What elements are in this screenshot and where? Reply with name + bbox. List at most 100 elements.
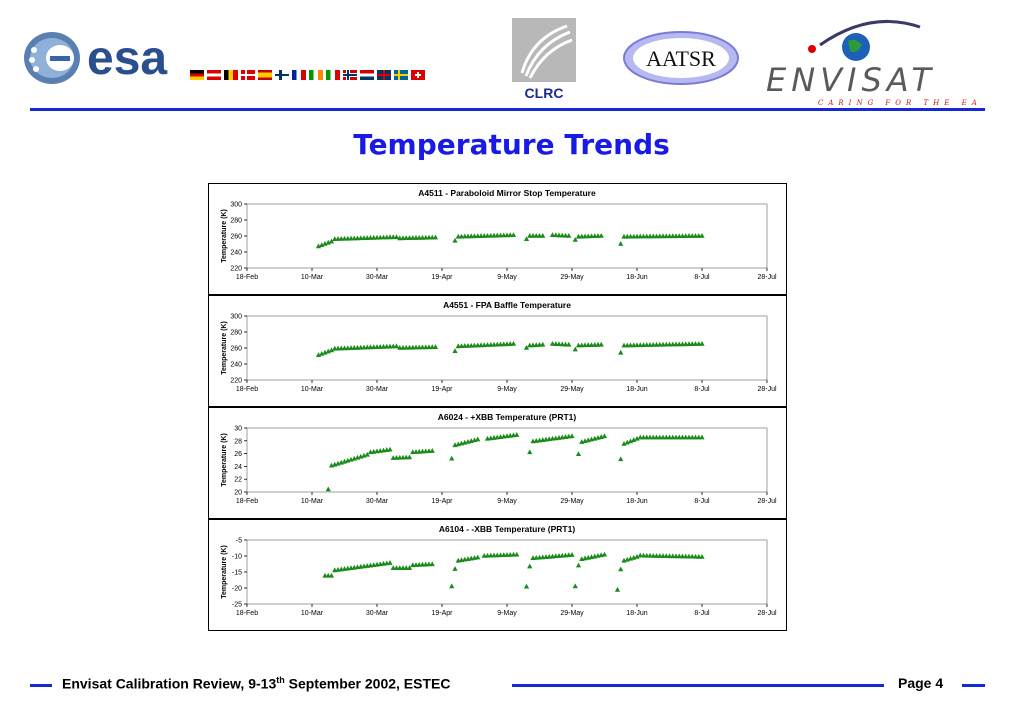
data-point [556, 232, 562, 238]
x-tick-label: 10-Mar [301, 274, 324, 281]
data-point [660, 434, 666, 440]
data-point [637, 434, 643, 440]
y-axis-label: Temperature (K) [221, 321, 228, 375]
x-tick-label: 29-May [560, 274, 584, 281]
x-tick-label: 19-Apr [431, 610, 453, 617]
data-point [569, 552, 575, 557]
data-point [598, 341, 604, 347]
data-point [640, 434, 647, 440]
chart-a6024: A6024 - +XBB Temperature (PRT1) 20 22 24 26 2… [221, 412, 777, 505]
data-point [663, 434, 669, 440]
data-point [533, 233, 539, 238]
data-point [449, 455, 455, 461]
esa-wordmark: esa [87, 32, 167, 85]
data-point [653, 434, 660, 440]
chart-title: A4511 - Paraboloid Mirror Stop Temperatu… [418, 188, 596, 198]
data-point [400, 565, 406, 570]
data-point [429, 561, 435, 567]
header-divider [30, 108, 985, 111]
aatsr-wordmark: AATSR [646, 46, 716, 71]
data-point [475, 436, 481, 442]
data-point [676, 553, 682, 559]
data-point [393, 565, 400, 570]
data-point [328, 572, 335, 578]
flag-ie-icon [309, 70, 323, 80]
y-tick-label: 300 [230, 314, 242, 321]
data-point [514, 432, 520, 437]
data-point [325, 572, 331, 578]
data-point [640, 552, 647, 558]
flag-at-icon [207, 70, 221, 80]
data-point [387, 560, 393, 565]
data-point [647, 434, 653, 440]
y-tick-label: -10 [232, 554, 242, 561]
data-point [549, 341, 556, 346]
data-point [683, 553, 689, 559]
data-point [553, 341, 559, 346]
esa-logo: esa [24, 32, 167, 85]
data-point [432, 344, 439, 349]
flag-ch-icon [411, 70, 425, 80]
clrc-wordmark: CLRC [525, 85, 564, 100]
data-point [403, 565, 409, 570]
data-point [364, 451, 370, 457]
data-point [475, 554, 481, 560]
data-point [666, 553, 673, 559]
x-tick-label: 8-Jul [694, 386, 710, 393]
y-tick-label: 26 [234, 451, 242, 458]
data-point [572, 583, 578, 589]
y-tick-label: 220 [230, 378, 242, 385]
data-point [452, 566, 458, 571]
flag-se-icon [394, 70, 408, 80]
x-tick-label: 8-Jul [694, 274, 710, 281]
data-point [452, 237, 458, 243]
y-tick-label: 260 [230, 234, 242, 241]
data-point [673, 553, 679, 559]
data-point [325, 486, 331, 492]
chart-a4551: A4551 - FPA Baffle Temperature 220 240 260 2… [221, 300, 777, 393]
data-point [644, 552, 650, 558]
data-point [679, 434, 686, 440]
data-point [572, 346, 578, 352]
data-point [650, 434, 656, 440]
data-point [696, 434, 702, 440]
x-tick-label: 29-May [560, 386, 584, 393]
x-tick-label: 18-Jun [626, 610, 648, 617]
chart-title: A6104 - -XBB Temperature (PRT1) [439, 524, 576, 534]
data-point [452, 348, 458, 353]
data-point [325, 348, 331, 354]
footer-text-sup: th [276, 675, 285, 685]
member-state-flags [190, 70, 425, 80]
aatsr-logo: AATSR [623, 31, 739, 85]
data-point [618, 456, 624, 462]
header: esa CLRC AATSR ENVISAT CARING FOR THE [0, 0, 1023, 112]
data-point [673, 434, 679, 440]
data-point [670, 434, 676, 440]
data-point [699, 553, 705, 559]
data-point [663, 553, 669, 559]
x-tick-label: 9-May [497, 610, 517, 617]
data-point [562, 341, 569, 347]
data-point [406, 454, 413, 460]
footer-text: Envisat Calibration Review, 9-13th Septe… [62, 675, 450, 692]
y-tick-label: 280 [230, 330, 242, 337]
y-axis-label: Temperature (K) [221, 433, 228, 487]
x-tick-label: 10-Mar [301, 498, 324, 505]
data-point [647, 552, 653, 558]
x-tick-label: 30-Mar [366, 274, 389, 281]
chart-title: A4551 - FPA Baffle Temperature [443, 300, 571, 310]
data-point [692, 434, 699, 440]
data-point [575, 451, 582, 457]
y-tick-label: 22 [234, 477, 242, 484]
data-point [328, 347, 335, 353]
chart-panel-a4511: A4511 - Paraboloid Mirror Stop Temperatu… [208, 183, 787, 295]
y-tick-label: 300 [230, 202, 242, 209]
chart-a6104: A6104 - -XBB Temperature (PRT1) -25 -20 -15… [221, 524, 777, 617]
flag-de-icon [190, 70, 204, 80]
clrc-logo: CLRC [512, 18, 576, 100]
flag-nl-icon [360, 70, 374, 80]
data-point [601, 551, 608, 557]
data-point [670, 553, 676, 559]
data-point [556, 341, 562, 347]
x-tick-label: 30-Mar [366, 498, 389, 505]
